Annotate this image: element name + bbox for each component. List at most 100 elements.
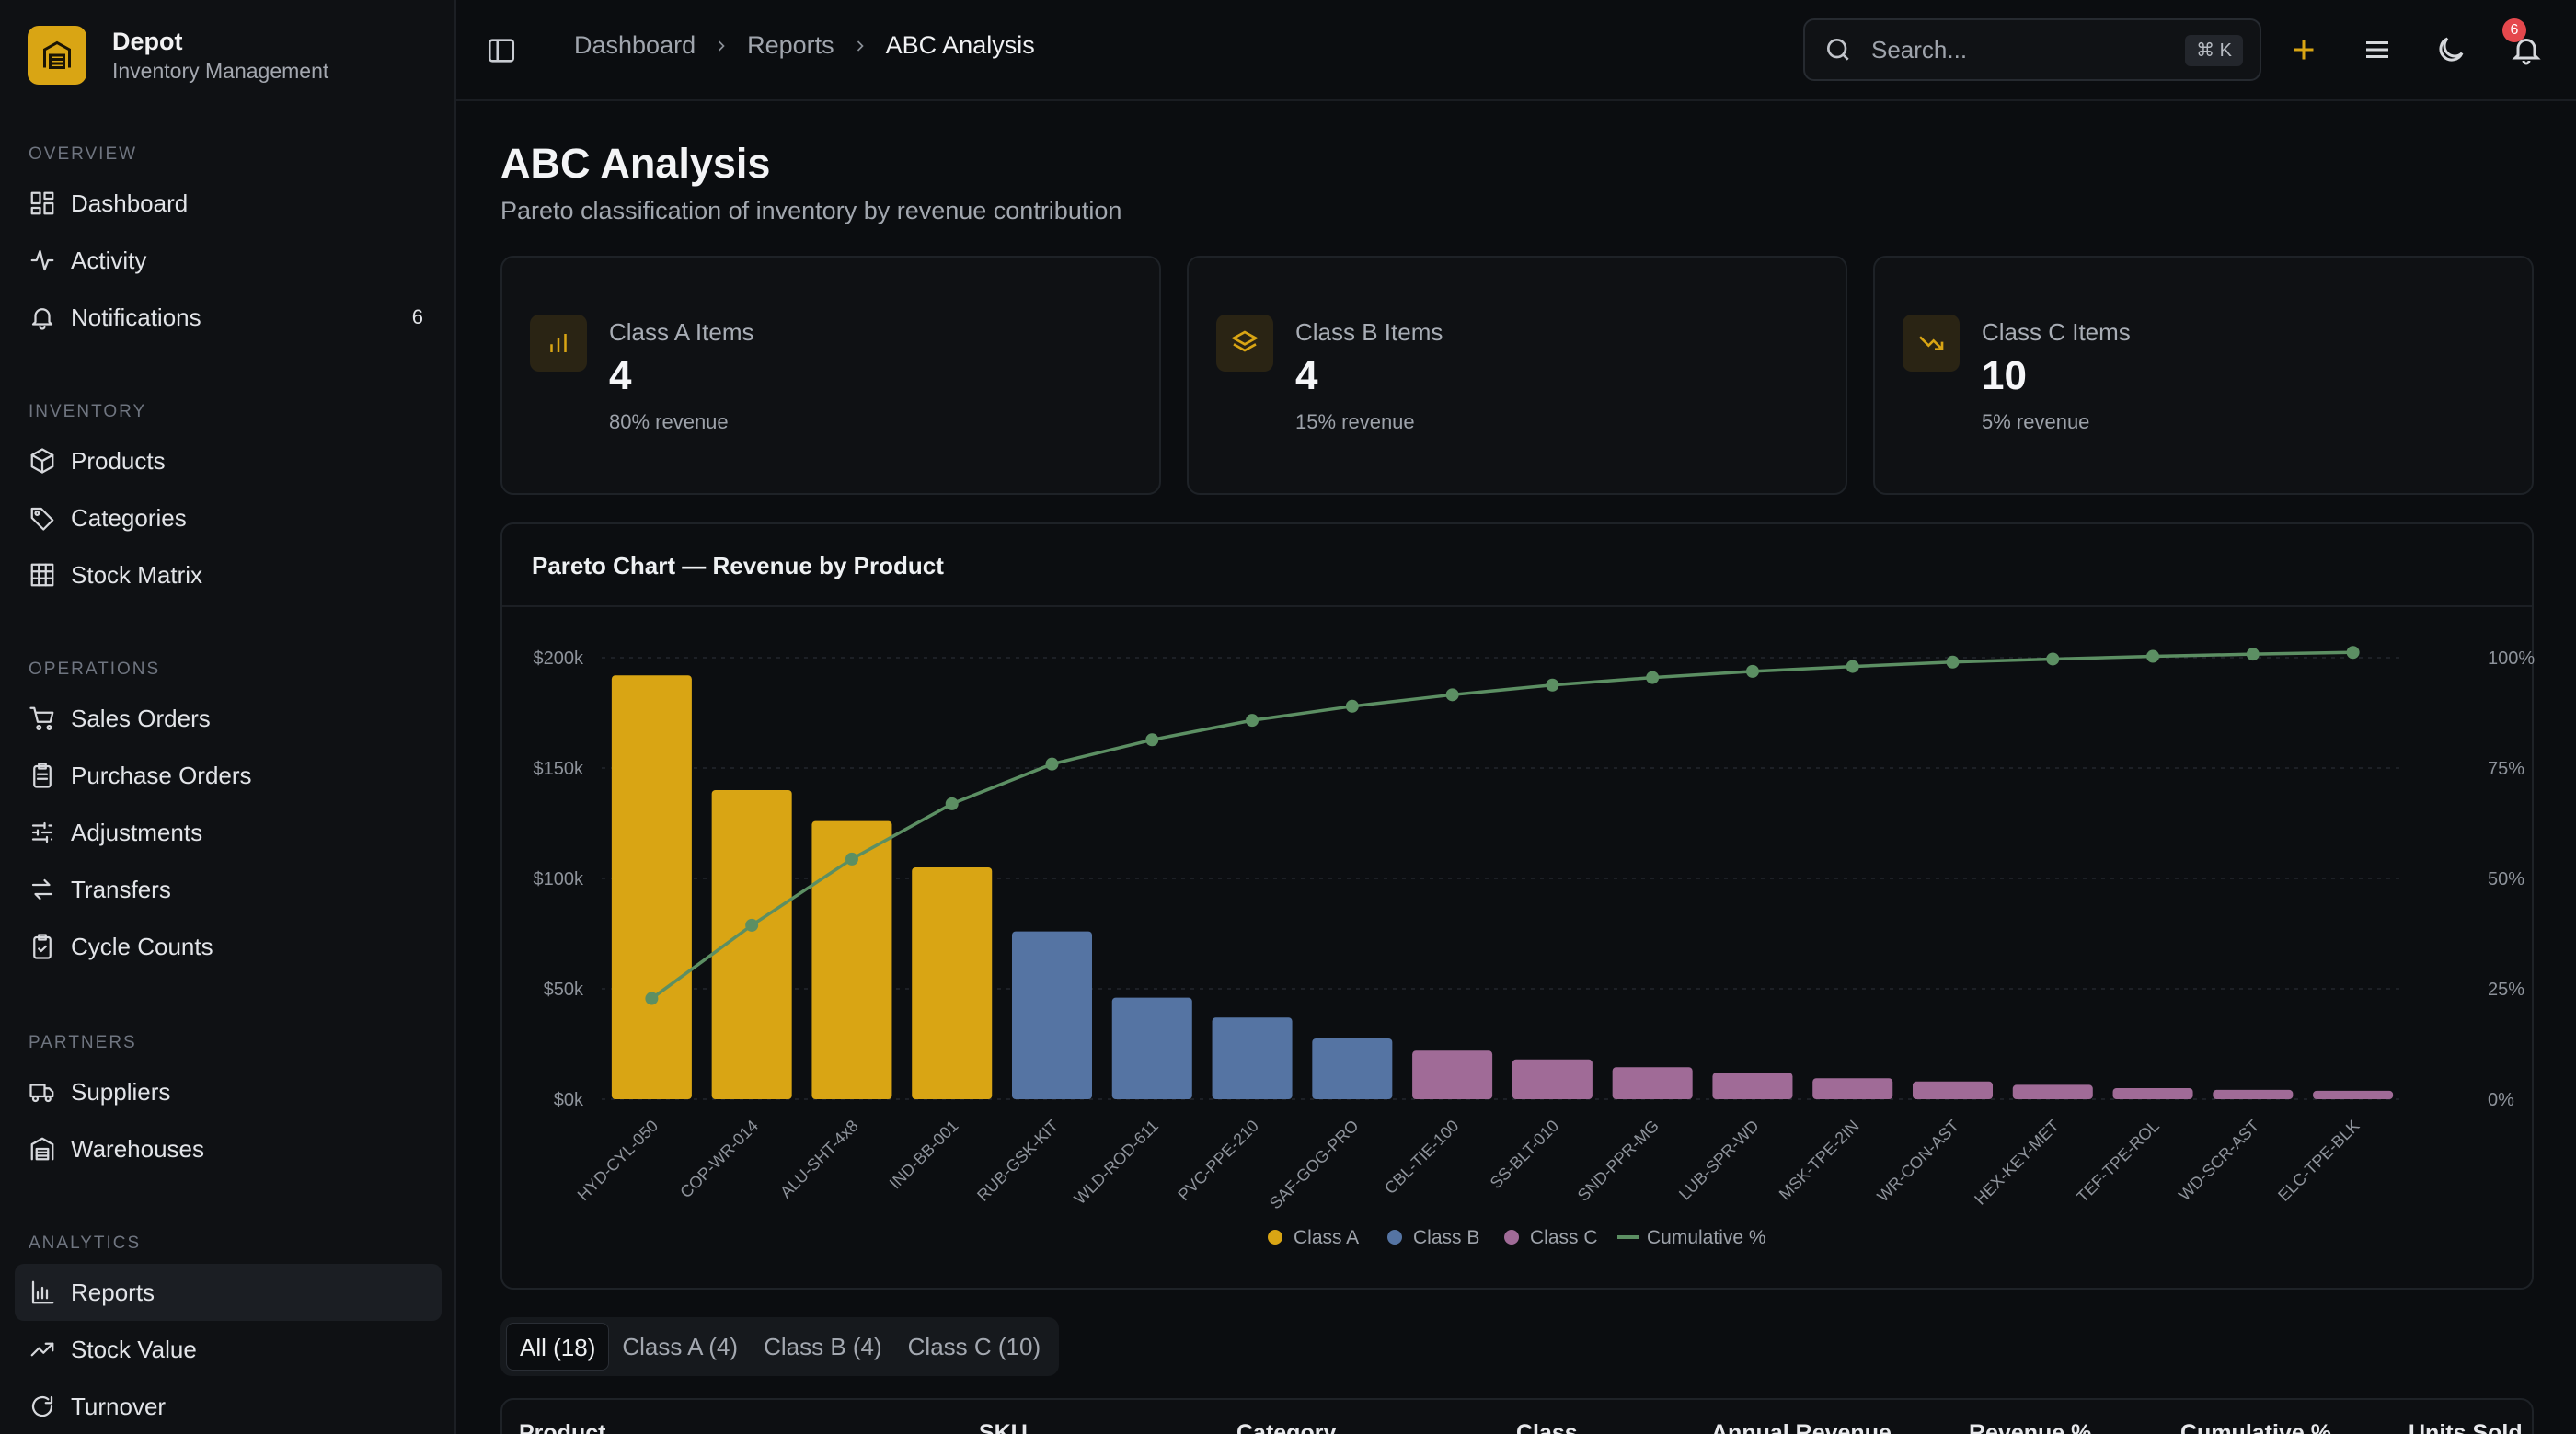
moon-icon[interactable] bbox=[2434, 33, 2467, 66]
column-header-annual-revenue[interactable]: Annual Revenue bbox=[1711, 1420, 1892, 1434]
sidebar-item-suppliers[interactable]: Suppliers bbox=[15, 1063, 442, 1120]
sidebar-item-sales-orders[interactable]: Sales Orders bbox=[15, 690, 442, 747]
stat-value: 4 bbox=[609, 353, 632, 398]
sidebar-item-label: Turnover bbox=[71, 1392, 167, 1420]
sidebar-item-categories[interactable]: Categories bbox=[15, 489, 442, 546]
sidebar-item-label: Transfers bbox=[71, 875, 171, 903]
stat-card-class-c: Class C Items 10 5% revenue bbox=[1873, 256, 2534, 495]
cumulative-point bbox=[1846, 660, 1859, 673]
bar-lub-spr-wd bbox=[1712, 1073, 1793, 1099]
sidebar-item-stock-value[interactable]: Stock Value bbox=[15, 1321, 442, 1378]
sidebar-item-purchase-orders[interactable]: Purchase Orders bbox=[15, 747, 442, 804]
sidebar-item-adjustments[interactable]: Adjustments bbox=[15, 804, 442, 861]
bar-saf-gog-pro bbox=[1312, 1038, 1393, 1099]
sidebar-item-label: Purchase Orders bbox=[71, 761, 252, 789]
sidebar-item-cycle-counts[interactable]: Cycle Counts bbox=[15, 918, 442, 975]
stat-note: 80% revenue bbox=[609, 410, 729, 433]
stat-label: Class B Items bbox=[1295, 318, 1443, 346]
sliders-icon bbox=[31, 821, 53, 843]
nav-section-title: ANALYTICS bbox=[29, 1233, 142, 1253]
y-tick-label: $100k bbox=[534, 869, 584, 889]
bell-icon[interactable] bbox=[2510, 33, 2543, 66]
search-shortcut: ⌘ K bbox=[2185, 35, 2243, 66]
column-header-product[interactable]: Product bbox=[519, 1420, 606, 1434]
bar-ind-bb-001 bbox=[912, 867, 993, 1099]
chart-title: Pareto Chart — Revenue by Product bbox=[532, 552, 944, 579]
tab-class-c[interactable]: Class C (10) bbox=[907, 1333, 1041, 1360]
bar-wld-rod-611 bbox=[1111, 997, 1192, 1099]
sidebar-toggle-icon[interactable] bbox=[486, 35, 517, 66]
nav-section-title: PARTNERS bbox=[29, 1033, 137, 1052]
column-header-units-sold[interactable]: Units Sold bbox=[2409, 1420, 2523, 1434]
sidebar-item-notifications[interactable]: Notifications 6 bbox=[15, 289, 442, 346]
sidebar-item-transfers[interactable]: Transfers bbox=[15, 861, 442, 918]
sidebar-item-warehouses[interactable]: Warehouses bbox=[15, 1120, 442, 1177]
sidebar-item-label: Stock Matrix bbox=[71, 560, 203, 589]
column-header-class[interactable]: Class bbox=[1516, 1420, 1578, 1434]
y2-tick-label: 100% bbox=[2488, 648, 2535, 669]
nav-section-title: INVENTORY bbox=[29, 402, 147, 421]
y2-tick-label: 25% bbox=[2488, 980, 2524, 1000]
grid-icon bbox=[30, 563, 54, 587]
column-header-category[interactable]: Category bbox=[1236, 1420, 1337, 1434]
sidebar-item-reports[interactable]: Reports bbox=[15, 1264, 442, 1321]
tab-class-b[interactable]: Class B (4) bbox=[764, 1333, 882, 1360]
stat-value: 4 bbox=[1295, 353, 1318, 398]
bar-hyd-cyl-050 bbox=[611, 675, 692, 1099]
plus-icon[interactable] bbox=[2287, 33, 2320, 66]
pareto-chart: $0k $50k $100k $150k $200k 0% 25% 50% 75% 100% HYD… bbox=[534, 646, 2535, 1248]
breadcrumb-dashboard[interactable]: Dashboard bbox=[574, 31, 696, 59]
x-tick-label: RUB-GSK-KIT bbox=[973, 1117, 1062, 1205]
x-tick-label: LUB-SPR-WD bbox=[1675, 1117, 1763, 1204]
class-filter-tabs: All (18) Class A (4) Class B (4) Class C… bbox=[500, 1317, 1060, 1376]
sidebar-item-label: Notifications bbox=[71, 303, 201, 331]
search-input[interactable]: Search... ⌘ K bbox=[1803, 18, 2261, 81]
sidebar-item-dashboard[interactable]: Dashboard bbox=[15, 175, 442, 232]
cumulative-point bbox=[1546, 678, 1559, 692]
sidebar-item-turnover[interactable]: Turnover bbox=[15, 1378, 442, 1434]
sidebar-item-label: Products bbox=[71, 446, 166, 475]
tag-icon bbox=[30, 507, 54, 531]
brand-name: Depot bbox=[112, 28, 183, 55]
breadcrumb-reports[interactable]: Reports bbox=[747, 31, 834, 59]
cumulative-line bbox=[650, 650, 2353, 1000]
sidebar-item-stock-matrix[interactable]: Stock Matrix bbox=[15, 546, 442, 603]
sidebar-item-activity[interactable]: Activity bbox=[15, 232, 442, 289]
y-tick-label: $150k bbox=[534, 759, 584, 779]
tab-all[interactable]: All (18) bbox=[506, 1323, 610, 1371]
x-tick-label: ALU-SHT-4x8 bbox=[776, 1117, 862, 1202]
y2-tick-label: 0% bbox=[2488, 1090, 2514, 1110]
brand[interactable]: Depot Inventory Management bbox=[28, 26, 328, 85]
bar-elc-tpe-blk bbox=[2313, 1090, 2394, 1099]
x-tick-label: PVC-PPE-210 bbox=[1174, 1117, 1262, 1205]
cumulative-point bbox=[845, 852, 858, 866]
sidebar-item-products[interactable]: Products bbox=[15, 432, 442, 489]
column-header-sku[interactable]: SKU bbox=[979, 1420, 1028, 1434]
sidebar-item-label: Stock Value bbox=[71, 1335, 197, 1363]
trending-up-icon bbox=[30, 1342, 54, 1357]
abc-table: Product SKU Category Class Annual Revenu… bbox=[500, 1398, 2534, 1434]
notification-count-badge: 6 bbox=[411, 305, 423, 328]
stat-label: Class A Items bbox=[609, 318, 754, 346]
bar-msk-tpe-2in bbox=[1812, 1078, 1893, 1099]
x-tick-label: HEX-KEY-MET bbox=[1971, 1117, 2063, 1209]
sidebar-item-label: Suppliers bbox=[71, 1077, 171, 1106]
x-tick-label: MSK-TPE-2IN bbox=[1776, 1117, 1863, 1204]
sidebar: Depot Inventory Management OVERVIEW Dashb… bbox=[0, 0, 456, 1434]
x-tick-label: WD-SCR-AST bbox=[2175, 1117, 2262, 1204]
sidebar-item-label: Warehouses bbox=[71, 1134, 204, 1163]
column-header-cumulative-pct[interactable]: Cumulative % bbox=[2180, 1420, 2331, 1434]
menu-icon[interactable] bbox=[2361, 33, 2394, 66]
column-header-revenue-pct[interactable]: Revenue % bbox=[1969, 1420, 2092, 1434]
tab-class-a[interactable]: Class A (4) bbox=[622, 1333, 739, 1360]
bar-tef-tpe-rol bbox=[2112, 1088, 2193, 1099]
stat-card-class-b: Class B Items 4 15% revenue bbox=[1187, 256, 1847, 495]
sidebar-item-label: Cycle Counts bbox=[71, 932, 213, 960]
bar-wr-con-ast bbox=[1912, 1081, 1994, 1099]
x-tick-label: IND-BB-001 bbox=[886, 1117, 962, 1193]
x-tick-label: COP-WR-014 bbox=[676, 1117, 762, 1202]
cumulative-point bbox=[645, 992, 659, 1005]
trending-down-icon bbox=[1903, 315, 1960, 372]
y-tick-label: $0k bbox=[554, 1090, 584, 1110]
notification-badge: 6 bbox=[2502, 18, 2526, 42]
